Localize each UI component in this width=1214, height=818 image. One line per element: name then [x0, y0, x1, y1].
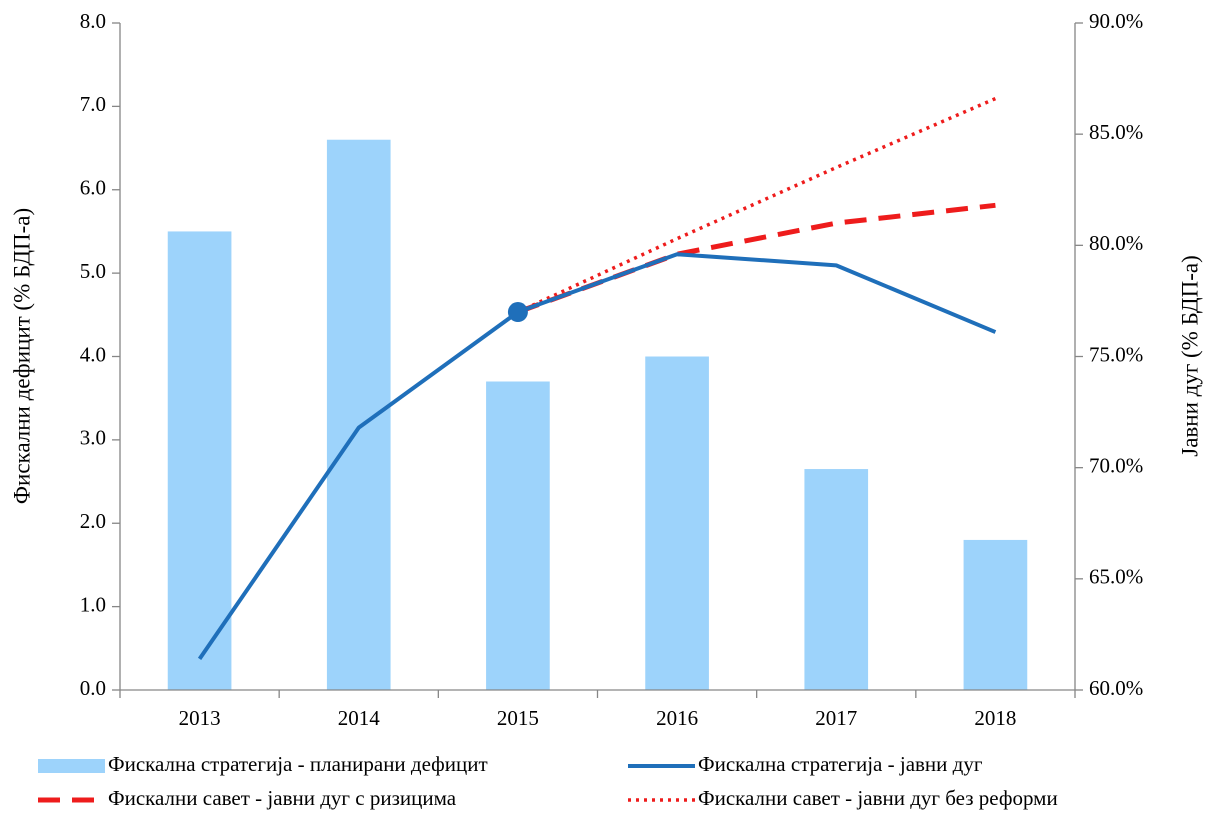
y2-tick-label: 70.0%	[1089, 453, 1143, 477]
bar	[804, 469, 869, 690]
y-tick-label: 6.0	[80, 176, 106, 200]
y2-tick-label: 75.0%	[1089, 342, 1143, 366]
x-tick-label: 2016	[656, 706, 698, 730]
bar	[963, 539, 1028, 690]
y-tick-label: 8.0	[80, 9, 106, 33]
y2-axis-title: Јавни дуг (% БДП-а)	[1177, 255, 1202, 457]
line-series	[517, 96, 997, 314]
legend-label: Фискална стратегија - планирани дефицит	[108, 752, 488, 776]
y2-tick-label: 60.0%	[1089, 676, 1143, 700]
y2-tick-label: 90.0%	[1089, 9, 1143, 33]
line-marker	[507, 302, 528, 323]
legend-label: Фискална стратегија - јавни дуг	[698, 752, 983, 776]
y-tick-label: 1.0	[80, 592, 106, 616]
y-axis-title: Фискални дефицит (% БДП-а)	[9, 208, 34, 504]
x-tick-label: 2018	[974, 706, 1016, 730]
x-tick-label: 2013	[179, 706, 221, 730]
y-tick-label: 0.0	[80, 676, 106, 700]
y-tick-label: 7.0	[80, 92, 106, 116]
y2-tick-label: 85.0%	[1089, 120, 1143, 144]
y-tick-label: 5.0	[80, 259, 106, 283]
line-series	[197, 252, 997, 661]
y-tick-label: 2.0	[80, 509, 106, 533]
legend-label: Фискални савет - јавни дуг без реформи	[698, 786, 1058, 810]
bar	[326, 139, 391, 691]
bar	[167, 231, 232, 690]
bar	[486, 381, 550, 690]
legend-label: Фискални савет - јавни дуг с ризицима	[108, 786, 457, 810]
y2-tick-label: 80.0%	[1089, 231, 1143, 255]
x-tick-label: 2017	[815, 706, 857, 730]
y2-tick-label: 65.0%	[1089, 565, 1143, 589]
x-tick-label: 2014	[338, 706, 381, 730]
legend-swatch	[38, 759, 105, 773]
y-tick-label: 3.0	[80, 426, 106, 450]
y-tick-label: 4.0	[80, 342, 106, 366]
x-tick-label: 2015	[497, 706, 539, 730]
bar	[645, 356, 709, 690]
